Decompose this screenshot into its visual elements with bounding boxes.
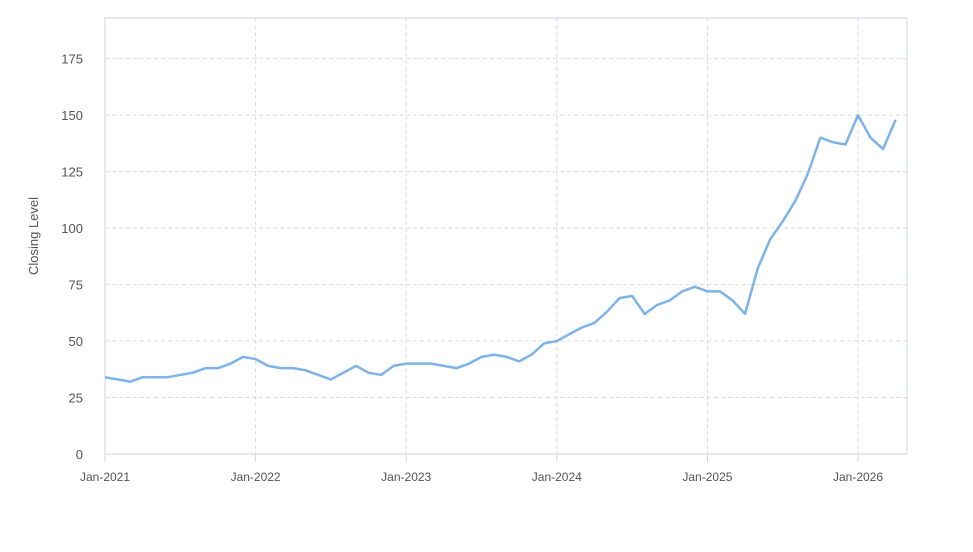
y-axis-label: Closing Level — [26, 197, 41, 275]
y-tick-label: 75 — [69, 278, 83, 293]
y-tick-label: 125 — [61, 165, 83, 180]
x-tick-label: Jan-2021 — [80, 470, 130, 484]
y-tick-label: 175 — [61, 52, 83, 67]
x-tick-label: Jan-2022 — [231, 470, 281, 484]
y-tick-label: 50 — [69, 334, 83, 349]
x-tick-label: Jan-2023 — [381, 470, 431, 484]
y-tick-label: 25 — [69, 391, 83, 406]
series-line — [104, 113, 897, 383]
y-tick-label: 150 — [61, 108, 83, 123]
plot-frame — [104, 17, 908, 455]
x-tick-label: Jan-2025 — [682, 470, 732, 484]
y-tick-label: 100 — [61, 221, 83, 236]
x-tick-label: Jan-2024 — [532, 470, 582, 484]
y-tick-label: 0 — [76, 447, 83, 462]
x-tick-label: Jan-2026 — [833, 470, 883, 484]
